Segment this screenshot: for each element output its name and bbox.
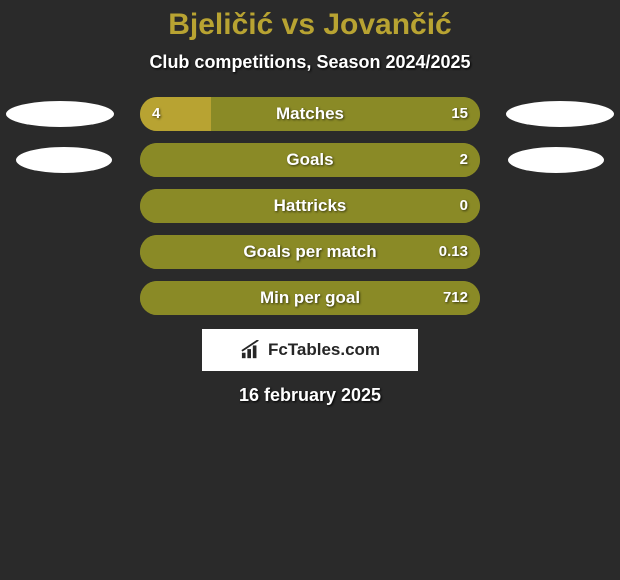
bar-left — [140, 97, 211, 131]
bar-right — [140, 281, 480, 315]
bar-track — [140, 281, 480, 315]
player-marker-left — [16, 147, 112, 173]
logo-text: FcTables.com — [268, 340, 380, 360]
logo-box: FcTables.com — [202, 329, 418, 371]
stat-row: Matches415 — [0, 97, 620, 131]
stat-row: Goals per match0.13 — [0, 235, 620, 269]
bar-right — [140, 143, 480, 177]
title: Bjeličić vs Jovančić — [0, 8, 620, 42]
bar-track — [140, 143, 480, 177]
stat-row: Min per goal712 — [0, 281, 620, 315]
stat-row: Hattricks0 — [0, 189, 620, 223]
bar-right — [140, 235, 480, 269]
player-marker-right — [506, 101, 614, 127]
stat-rows: Matches415 Goals2 Hattricks0 Goals per matc… — [0, 97, 620, 315]
bar-track — [140, 189, 480, 223]
player-marker-right — [508, 147, 604, 173]
comparison-widget: Bjeličić vs Jovančić Club competitions, … — [0, 0, 620, 406]
bar-right — [211, 97, 480, 131]
bar-track — [140, 235, 480, 269]
bar-track — [140, 97, 480, 131]
bar-right — [140, 189, 480, 223]
bars-icon — [240, 340, 262, 360]
subtitle: Club competitions, Season 2024/2025 — [0, 52, 620, 73]
date: 16 february 2025 — [0, 385, 620, 406]
stat-row: Goals2 — [0, 143, 620, 177]
player-marker-left — [6, 101, 114, 127]
